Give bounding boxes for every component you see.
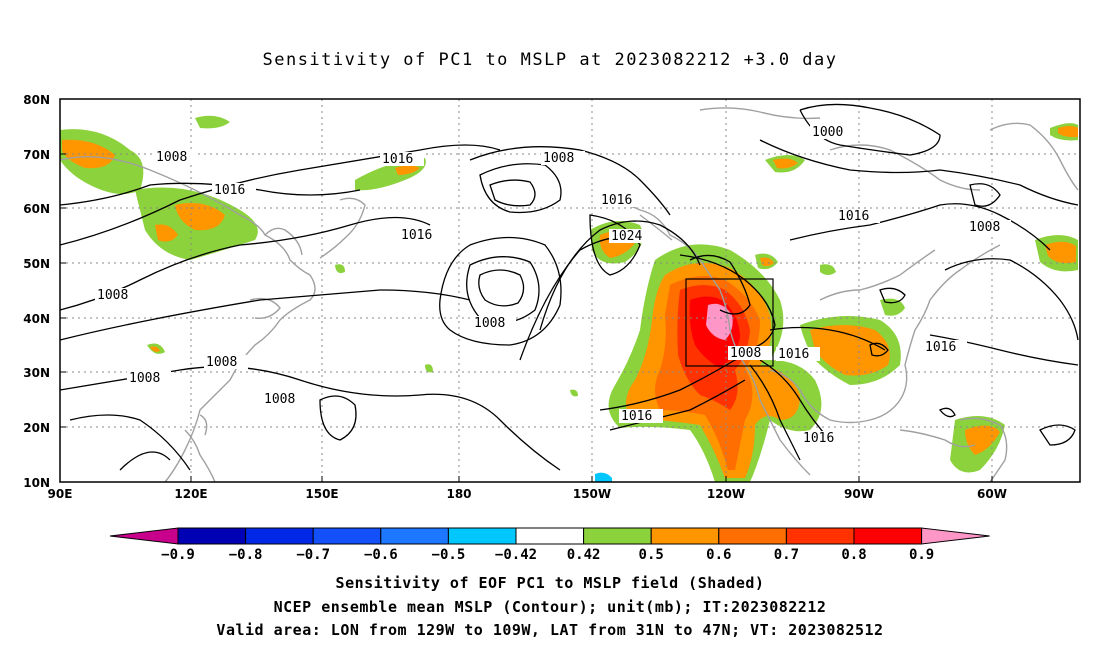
colorbar-tick-label: −0.8 <box>229 547 263 563</box>
colorbar-tick-label: −0.42 <box>495 547 537 563</box>
lat-label: 30N <box>23 366 50 380</box>
lon-label: 120E <box>174 487 207 501</box>
colorbar-tick-label: 0.7 <box>774 547 799 563</box>
contour-label: 1016 <box>401 228 432 243</box>
contour-label: 1008 <box>474 316 505 331</box>
colorbar-segment <box>921 527 990 545</box>
contour-label: 1016 <box>838 209 869 224</box>
lon-label: 180 <box>446 487 471 501</box>
colorbar-segment <box>312 527 382 545</box>
latitude-labels: 80N 70N 60N 50N 40N 30N 20N 10N <box>23 93 50 490</box>
contour-label: 1008 <box>156 150 187 165</box>
colorbar <box>109 527 990 545</box>
contour-label-1000: 1000 <box>812 125 843 140</box>
colorbar-tick-label: 0.5 <box>639 547 664 563</box>
contour-label: 1016 <box>621 409 652 424</box>
contour-label: 1016 <box>803 431 834 446</box>
caption-shaded: Sensitivity of EOF PC1 to MSLP field (Sh… <box>335 574 765 592</box>
lat-label: 80N <box>23 93 50 107</box>
colorbar-tick-label: −0.5 <box>432 547 466 563</box>
lon-label: 120W <box>707 487 745 501</box>
contour-labels: 1000 1008 1016 1008 1016 1016 1016 1008 … <box>95 125 1011 446</box>
colorbar-tick-label: 0.9 <box>909 547 934 563</box>
contour-label: 1008 <box>206 355 237 370</box>
colorbar-segment <box>650 527 720 545</box>
colorbar-tick-label: 0.42 <box>567 547 601 563</box>
map-title: Sensitivity of PC1 to MSLP at 2023082212… <box>262 50 838 70</box>
colorbar-segment <box>583 527 652 545</box>
lat-label: 70N <box>23 148 50 162</box>
colorbar-segment <box>447 527 517 545</box>
lat-label: 40N <box>23 312 50 326</box>
colorbar-labels: −0.9 −0.8 −0.7 −0.6 −0.5 −0.42 0.42 0.5 0.6 0.7 0.… <box>161 547 934 563</box>
contour-label: 1016 <box>214 183 245 198</box>
contour-label: 1024 <box>611 229 642 244</box>
colorbar-segment <box>177 527 247 545</box>
contour-label: 1008 <box>264 392 295 407</box>
colorbar-segment <box>515 527 585 545</box>
lat-label: 10N <box>23 476 50 490</box>
mslp-contours <box>59 103 1079 471</box>
colorbar-tick-label: −0.6 <box>364 547 398 563</box>
lat-label: 20N <box>23 421 50 435</box>
contour-label: 1016 <box>601 193 632 208</box>
lat-label: 50N <box>23 257 50 271</box>
lon-label: 150E <box>305 487 338 501</box>
tick-marks <box>60 98 993 482</box>
lat-label: 60N <box>23 202 50 216</box>
colorbar-tick-label: −0.9 <box>161 547 195 563</box>
contour-label: 1008 <box>730 346 761 361</box>
colorbar-tick-label: 0.6 <box>706 547 731 563</box>
valid-area-box <box>685 278 774 367</box>
lon-label: 150W <box>573 487 611 501</box>
lon-label: 90W <box>844 487 874 501</box>
lon-label: 90E <box>48 487 73 501</box>
contour-label: 1016 <box>382 152 413 167</box>
caption-contour: NCEP ensemble mean MSLP (Contour); unit(… <box>273 598 827 616</box>
contour-label: 1008 <box>97 288 128 303</box>
contour-label: 1016 <box>778 347 809 362</box>
colorbar-tick-label: 0.8 <box>841 547 866 563</box>
longitude-labels: 90E 120E 150E 180 150W 120W 90W 60W <box>48 487 1007 501</box>
contour-label: 1008 <box>543 151 574 166</box>
caption-valid-area: Valid area: LON from 129W to 109W, LAT f… <box>216 621 884 639</box>
sensitivity-map: 1000 1008 1016 1008 1016 1016 1016 1008 … <box>23 93 1081 563</box>
coastlines <box>59 107 1079 483</box>
colorbar-segment <box>380 527 449 545</box>
lon-label: 60W <box>977 487 1007 501</box>
colorbar-segment <box>785 527 855 545</box>
colorbar-segment <box>853 527 923 545</box>
colorbar-segment <box>109 527 179 545</box>
colorbar-tick-label: −0.7 <box>296 547 330 563</box>
contour-label: 1016 <box>925 340 956 355</box>
contour-label: 1008 <box>129 371 160 386</box>
plot-border <box>59 98 1081 483</box>
colorbar-segment <box>718 527 787 545</box>
colorbar-segment <box>245 527 314 545</box>
contour-label: 1008 <box>969 220 1000 235</box>
